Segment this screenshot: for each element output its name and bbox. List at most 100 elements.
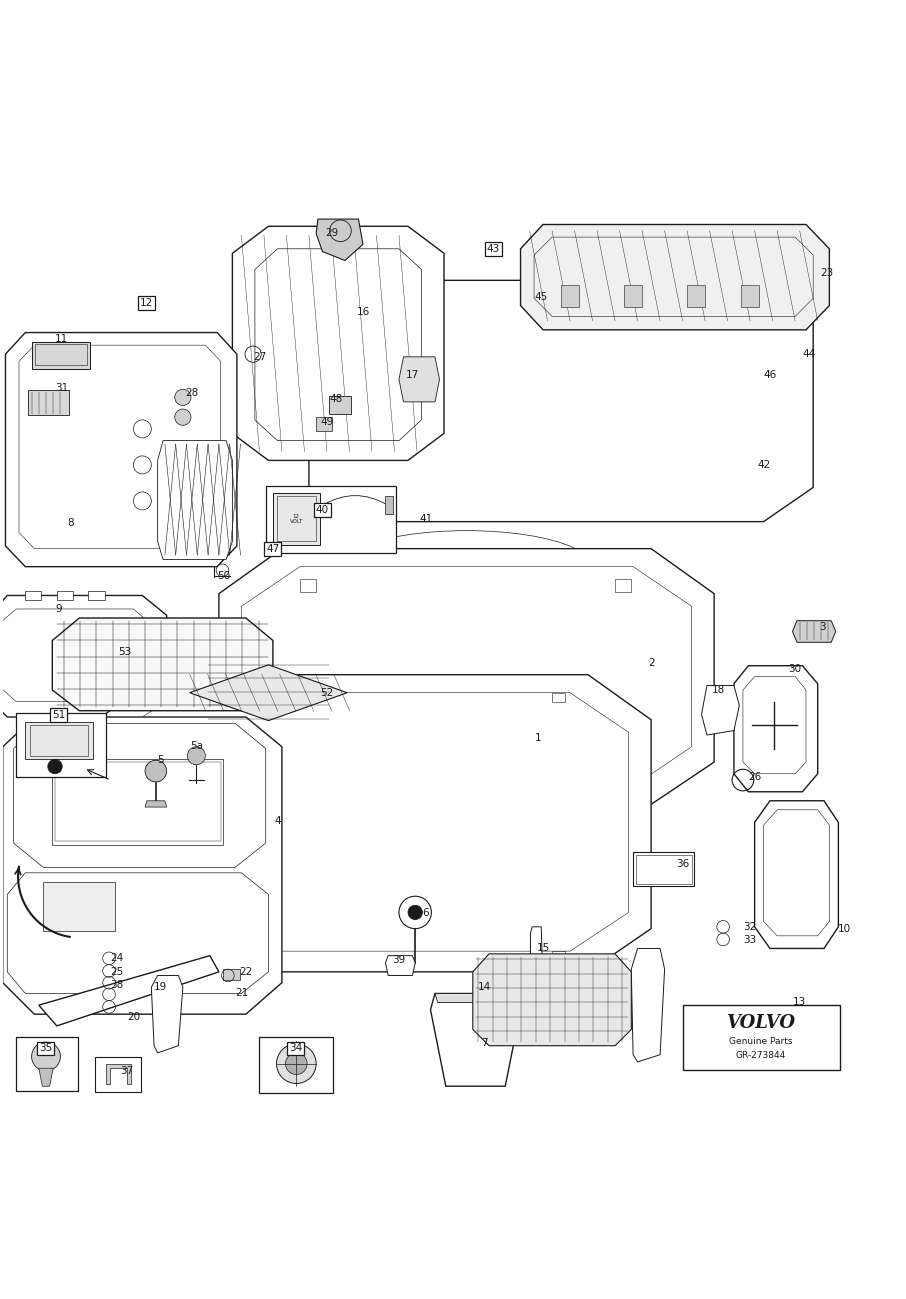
Polygon shape xyxy=(631,948,665,1061)
Bar xyxy=(43,882,115,931)
Text: 1: 1 xyxy=(535,733,542,743)
Polygon shape xyxy=(755,800,838,948)
Text: 15: 15 xyxy=(536,943,550,953)
Bar xyxy=(329,396,352,413)
Text: 42: 42 xyxy=(757,460,770,470)
Bar xyxy=(316,417,333,431)
Circle shape xyxy=(48,760,63,774)
Polygon shape xyxy=(151,976,183,1053)
Text: 34: 34 xyxy=(289,1043,302,1053)
Text: 27: 27 xyxy=(253,352,266,362)
Polygon shape xyxy=(106,1064,130,1083)
Text: 32: 32 xyxy=(744,922,757,931)
Polygon shape xyxy=(435,994,515,1003)
Text: VOLVO: VOLVO xyxy=(727,1015,795,1033)
Bar xyxy=(615,774,631,786)
Text: 28: 28 xyxy=(185,388,198,397)
Bar xyxy=(636,855,691,883)
Polygon shape xyxy=(399,357,439,401)
Text: 29: 29 xyxy=(325,229,338,239)
Text: 48: 48 xyxy=(329,394,342,404)
Polygon shape xyxy=(145,800,167,807)
Text: 52: 52 xyxy=(321,687,333,698)
Polygon shape xyxy=(316,220,363,261)
Text: 38: 38 xyxy=(111,981,124,990)
Text: 10: 10 xyxy=(838,924,852,934)
Text: Genuine Parts: Genuine Parts xyxy=(729,1037,793,1046)
Polygon shape xyxy=(430,994,521,1086)
Bar xyxy=(190,692,203,701)
Bar xyxy=(276,496,316,542)
Bar xyxy=(624,284,642,308)
Text: 53: 53 xyxy=(118,647,131,657)
Bar xyxy=(561,284,579,308)
Bar xyxy=(25,721,92,760)
Circle shape xyxy=(285,1053,307,1074)
Text: 49: 49 xyxy=(321,417,333,426)
Text: 7: 7 xyxy=(481,1038,487,1048)
Polygon shape xyxy=(309,281,814,522)
Polygon shape xyxy=(233,226,444,460)
Text: 24: 24 xyxy=(111,953,124,964)
Text: 44: 44 xyxy=(802,349,815,359)
Bar xyxy=(55,763,221,842)
Text: 30: 30 xyxy=(788,664,802,674)
Text: 26: 26 xyxy=(748,773,761,782)
Text: 45: 45 xyxy=(535,291,548,301)
Circle shape xyxy=(175,390,191,405)
Text: 40: 40 xyxy=(316,505,329,514)
Bar xyxy=(385,496,392,514)
Bar xyxy=(615,579,631,592)
Text: 16: 16 xyxy=(356,307,370,317)
Text: 2: 2 xyxy=(648,659,654,668)
Polygon shape xyxy=(734,665,818,792)
Bar xyxy=(16,713,106,777)
Polygon shape xyxy=(219,548,714,804)
Bar xyxy=(552,951,564,960)
Bar xyxy=(57,591,73,600)
Text: 43: 43 xyxy=(487,244,500,253)
Circle shape xyxy=(145,760,167,782)
Bar xyxy=(265,486,396,553)
Text: 5a: 5a xyxy=(190,740,203,751)
Bar xyxy=(32,342,90,369)
Bar xyxy=(25,591,42,600)
Bar xyxy=(552,692,564,701)
Polygon shape xyxy=(521,225,829,330)
Text: 46: 46 xyxy=(764,370,776,379)
Text: 41: 41 xyxy=(419,514,432,523)
Circle shape xyxy=(408,905,422,920)
Text: 9: 9 xyxy=(55,604,62,614)
Text: 37: 37 xyxy=(120,1066,134,1076)
Text: 22: 22 xyxy=(239,966,253,977)
Text: 6: 6 xyxy=(423,908,429,918)
Bar xyxy=(300,774,316,786)
Polygon shape xyxy=(39,1068,53,1086)
Circle shape xyxy=(175,409,191,425)
Bar xyxy=(300,579,316,592)
Text: 50: 50 xyxy=(217,570,230,581)
Bar xyxy=(741,284,759,308)
Bar xyxy=(35,344,86,365)
Text: 5: 5 xyxy=(157,755,164,765)
Polygon shape xyxy=(0,595,167,717)
Bar xyxy=(259,1037,333,1092)
Polygon shape xyxy=(158,440,233,560)
Polygon shape xyxy=(3,717,282,1015)
Text: 18: 18 xyxy=(712,685,726,695)
Bar xyxy=(224,969,239,979)
Text: 51: 51 xyxy=(52,711,65,720)
Text: 13: 13 xyxy=(793,998,806,1008)
Text: 33: 33 xyxy=(744,935,757,946)
Polygon shape xyxy=(53,618,273,711)
Text: 21: 21 xyxy=(235,989,248,999)
Bar xyxy=(88,591,104,600)
Text: 25: 25 xyxy=(111,966,124,977)
Polygon shape xyxy=(97,674,651,972)
Text: 17: 17 xyxy=(406,370,419,379)
Polygon shape xyxy=(530,927,543,990)
Bar xyxy=(633,852,694,886)
Text: 39: 39 xyxy=(392,955,406,965)
Bar xyxy=(16,1037,78,1091)
Text: 4: 4 xyxy=(275,816,281,826)
